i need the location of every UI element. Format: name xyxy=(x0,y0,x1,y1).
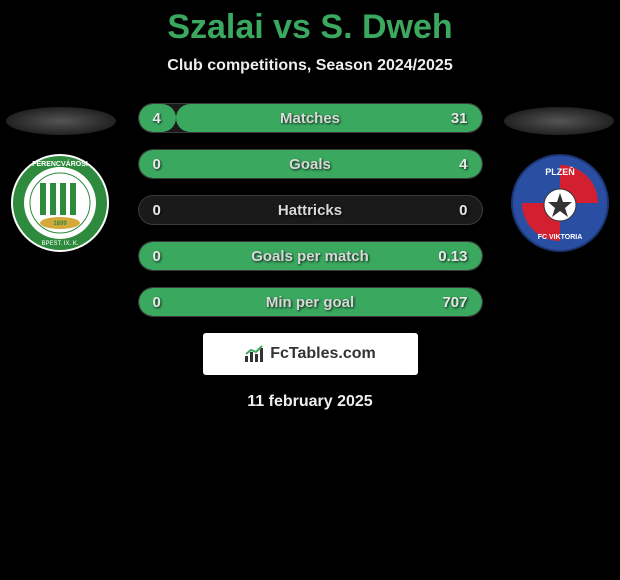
shadow-left xyxy=(6,107,116,135)
stat-value-right: 707 xyxy=(442,294,467,311)
svg-text:BPEST. IX. K.: BPEST. IX. K. xyxy=(41,241,78,247)
stat-value-right: 31 xyxy=(451,110,468,127)
stat-row: 0 Hattricks 0 xyxy=(138,195,483,225)
svg-text:FERENCVÁROSI: FERENCVÁROSI xyxy=(32,159,88,168)
stat-row: 0 Min per goal 707 xyxy=(138,287,483,317)
svg-text:1899: 1899 xyxy=(53,221,67,227)
stat-value-left: 4 xyxy=(153,110,161,127)
stats-area: FERENCVÁROSI BPEST. IX. K. 1899 PLZEŇ FC… xyxy=(0,103,620,317)
subtitle: Club competitions, Season 2024/2025 xyxy=(0,57,620,75)
stat-label: Hattricks xyxy=(278,202,342,219)
stat-value-right: 0 xyxy=(459,202,467,219)
stat-label: Goals xyxy=(289,156,331,173)
stat-value-right: 4 xyxy=(459,156,467,173)
stat-row: 4 Matches 31 xyxy=(138,103,483,133)
svg-text:FC VIKTORIA: FC VIKTORIA xyxy=(538,234,583,241)
stat-value-right: 0.13 xyxy=(438,248,467,265)
stat-value-left: 0 xyxy=(153,202,161,219)
footer-date: 11 february 2025 xyxy=(0,393,620,411)
page-title: Szalai vs S. Dweh xyxy=(0,8,620,47)
club-badge-left: FERENCVÁROSI BPEST. IX. K. 1899 xyxy=(10,153,110,253)
stat-value-left: 0 xyxy=(153,294,161,311)
shadow-right xyxy=(504,107,614,135)
brand-text: FcTables.com xyxy=(270,345,376,363)
stat-label: Goals per match xyxy=(251,248,369,265)
viktoria-plzen-crest-icon: PLZEŇ FC VIKTORIA xyxy=(510,153,610,253)
brand-box[interactable]: FcTables.com xyxy=(203,333,418,375)
club-badge-right: PLZEŇ FC VIKTORIA xyxy=(510,153,610,253)
comparison-widget: Szalai vs S. Dweh Club competitions, Sea… xyxy=(0,0,620,411)
stat-label: Min per goal xyxy=(266,294,354,311)
svg-text:PLZEŇ: PLZEŇ xyxy=(545,166,575,177)
stat-value-left: 0 xyxy=(153,248,161,265)
stat-row: 0 Goals per match 0.13 xyxy=(138,241,483,271)
stat-row: 0 Goals 4 xyxy=(138,149,483,179)
stat-label: Matches xyxy=(280,110,340,127)
stat-value-left: 0 xyxy=(153,156,161,173)
chart-icon xyxy=(244,345,266,363)
stat-rows: 4 Matches 31 0 Goals 4 0 Hattricks 0 0 Goals per m… xyxy=(138,103,483,317)
ferencvaros-crest-icon: FERENCVÁROSI BPEST. IX. K. 1899 xyxy=(10,153,110,253)
